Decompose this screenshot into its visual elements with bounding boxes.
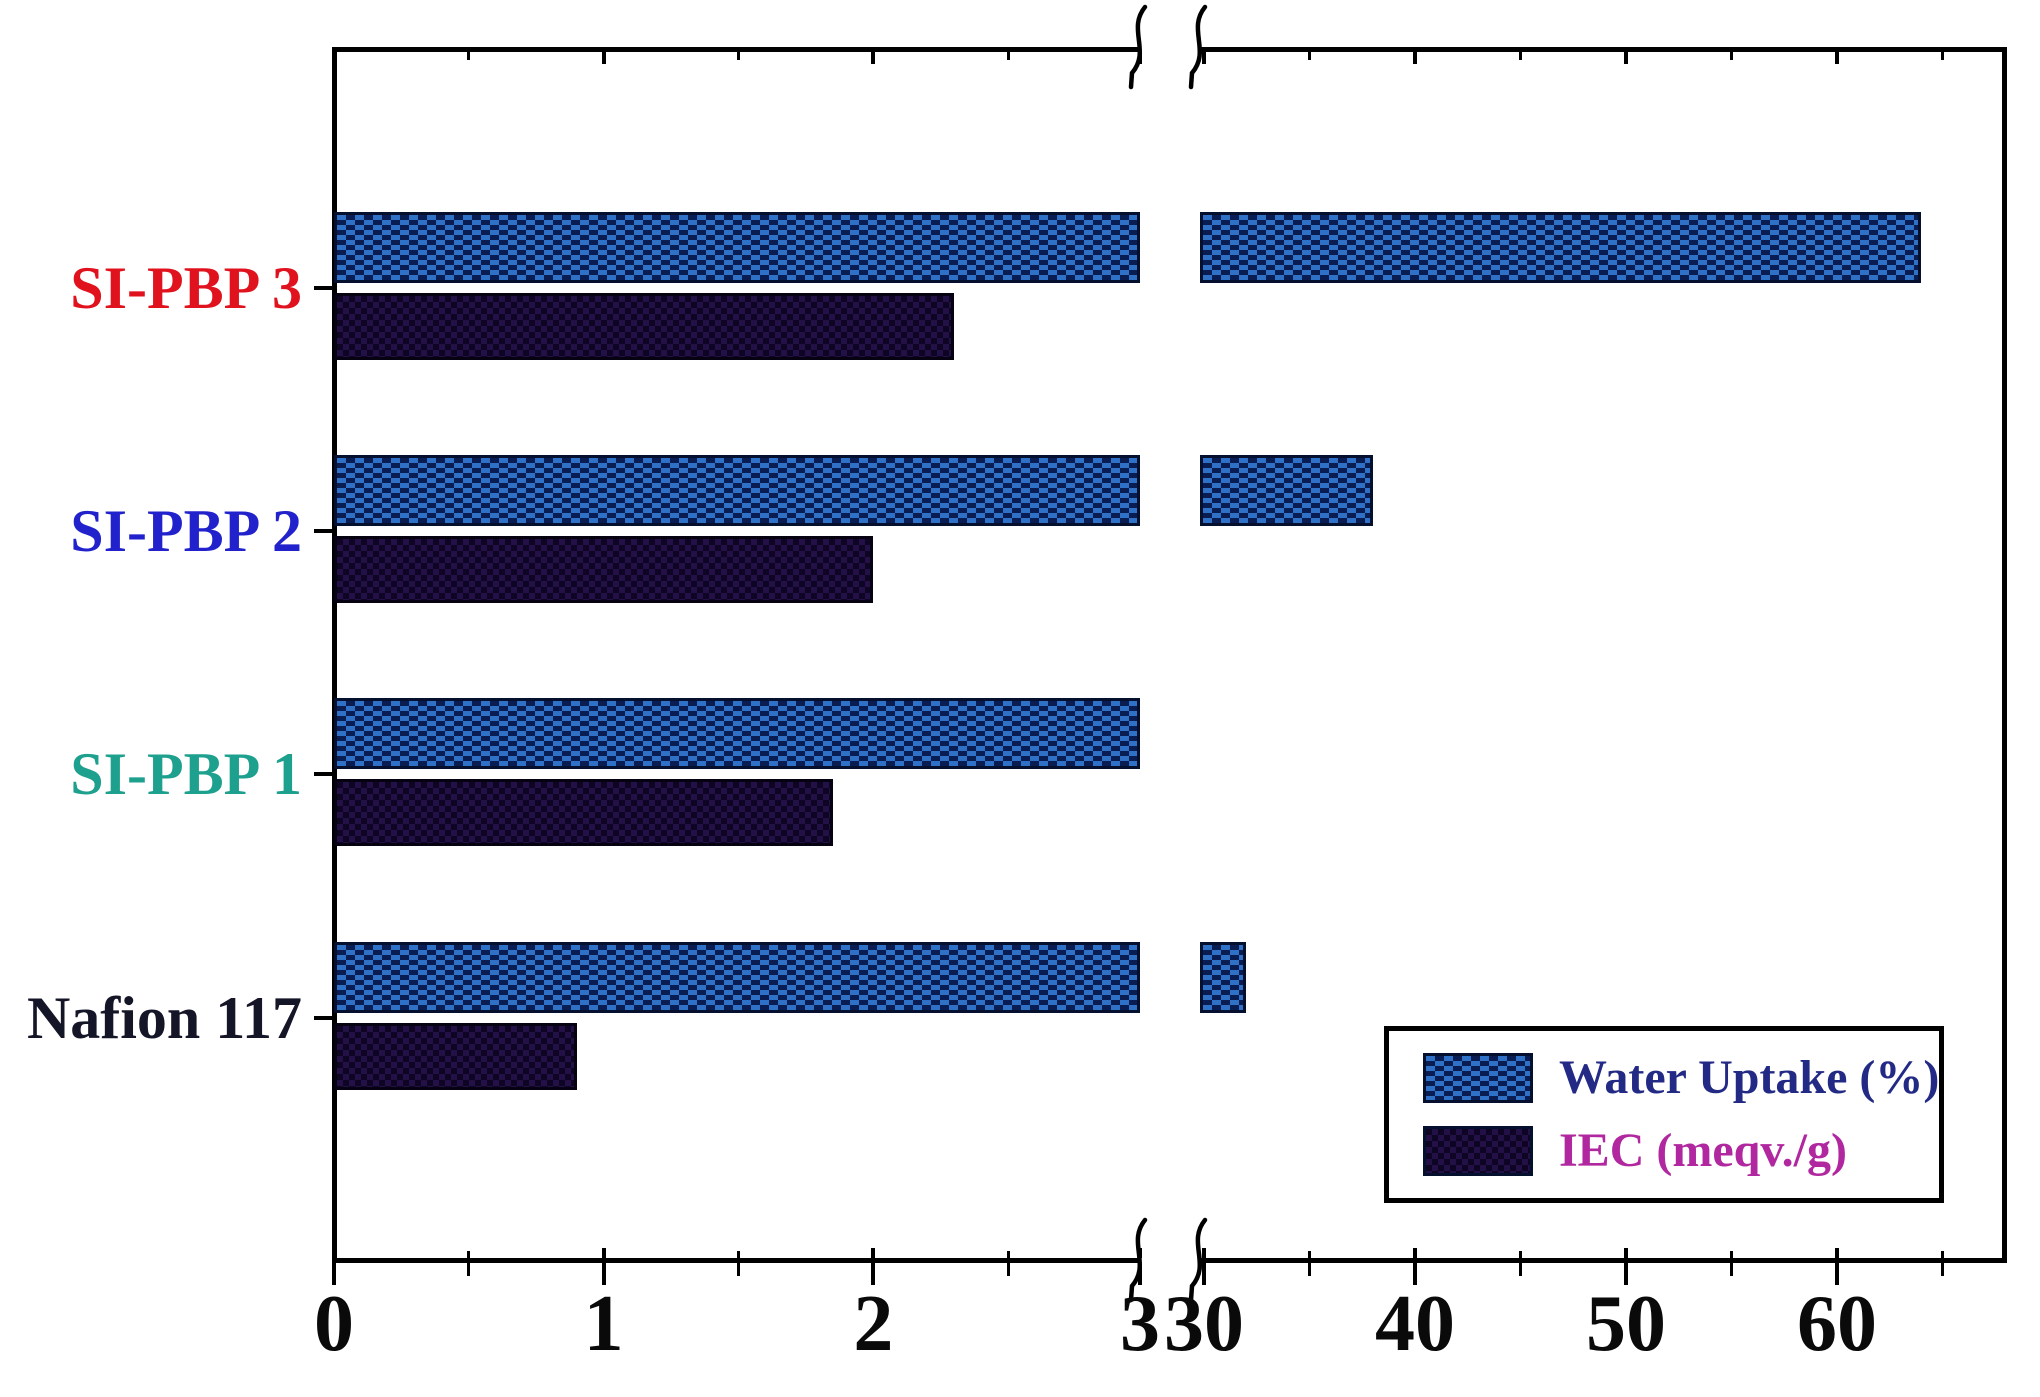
- bar-iec-si-pbp-2: [334, 536, 874, 603]
- category-label-si-pbp-3: SI-PBP 3: [70, 255, 302, 321]
- x-tick-label-40: 40: [1375, 1280, 1455, 1368]
- x-tick-minor: [1941, 1263, 1944, 1276]
- x-tick-minor: [1730, 1263, 1733, 1276]
- x-tick-inner: [1624, 1248, 1628, 1258]
- x-tick-major: [871, 1263, 876, 1285]
- x-tick-major: [1835, 1263, 1839, 1285]
- x-tick-inner: [1835, 1248, 1839, 1258]
- x-tick-label-1: 1: [583, 1280, 624, 1368]
- x-tick-top-inner: [467, 52, 471, 60]
- x-tick-minor: [467, 1263, 471, 1276]
- category-label-nafion-117: Nafion 117: [26, 985, 302, 1051]
- legend-label-iec: IEC (meqv./g): [1559, 1123, 1847, 1177]
- plot-right-border: [2002, 47, 2007, 1263]
- x-tick-top-inner: [737, 52, 740, 60]
- bar-water-uptake-si-pbp-3-left: [334, 212, 1140, 283]
- x-tick-top-inner: [1202, 52, 1206, 64]
- top-border-left-segment: [334, 47, 1140, 52]
- legend-swatch-iec: [1423, 1125, 1533, 1176]
- x-tick-top-inner: [1941, 52, 1944, 60]
- x-tick-inner: [467, 1251, 471, 1258]
- category-label-si-pbp-1: SI-PBP 1: [70, 741, 302, 807]
- x-tick-label-2: 2: [853, 1280, 894, 1368]
- y-tick-si-pbp-3: [314, 286, 334, 290]
- bar-water-uptake-si-pbp-2-right: [1200, 455, 1373, 526]
- x-tick-top-inner: [1730, 52, 1733, 60]
- x-tick-inner: [1730, 1251, 1733, 1258]
- y-tick-nafion-117: [314, 1016, 334, 1020]
- x-tick-inner: [1413, 1248, 1417, 1258]
- x-tick-inner: [1006, 1251, 1010, 1258]
- y-tick-si-pbp-1: [314, 772, 334, 776]
- x-tick-minor: [1006, 1263, 1010, 1276]
- legend-label-water-uptake: Water Uptake (%): [1559, 1051, 1940, 1105]
- x-tick-inner: [1138, 1248, 1142, 1258]
- x-tick-label-3: 3: [1120, 1280, 1160, 1368]
- x-tick-top-inner: [1413, 52, 1417, 64]
- bar-water-uptake-si-pbp-2-left: [334, 455, 1140, 526]
- x-axis-right-segment: [1200, 1258, 2007, 1263]
- x-tick-inner: [737, 1251, 740, 1258]
- x-tick-inner: [601, 1248, 606, 1258]
- x-tick-major: [1202, 1263, 1206, 1285]
- bar-water-uptake-nafion-117-right: [1200, 942, 1247, 1013]
- x-tick-minor: [1308, 1263, 1311, 1276]
- x-tick-top-inner: [1519, 52, 1522, 60]
- x-tick-label-0: 0: [314, 1280, 354, 1368]
- x-tick-major: [1413, 1263, 1417, 1285]
- x-tick-inner: [1202, 1248, 1206, 1258]
- axis-break-icon: [1188, 1217, 1208, 1303]
- x-tick-inner: [1308, 1251, 1311, 1258]
- x-axis-left-segment: [334, 1258, 1140, 1263]
- bar-water-uptake-si-pbp-3-right: [1200, 212, 1922, 283]
- x-tick-major: [1624, 1263, 1628, 1285]
- x-tick-inner: [871, 1248, 876, 1258]
- top-border-right-segment: [1200, 47, 2007, 52]
- x-tick-major: [332, 1263, 336, 1285]
- x-tick-top-inner: [1006, 52, 1010, 60]
- x-tick-inner: [1941, 1251, 1944, 1258]
- bar-iec-si-pbp-1: [334, 779, 833, 846]
- axis-break-icon: [1128, 4, 1148, 90]
- legend: Water Uptake (%) IEC (meqv./g): [1384, 1026, 1944, 1203]
- bar-iec-si-pbp-3: [334, 293, 955, 360]
- bar-iec-nafion-117: [334, 1023, 577, 1090]
- axis-break-icon: [1188, 4, 1208, 90]
- x-tick-inner: [332, 1248, 336, 1258]
- x-tick-label-60: 60: [1797, 1280, 1877, 1368]
- y-tick-si-pbp-2: [314, 529, 334, 533]
- x-tick-major: [1138, 1263, 1142, 1285]
- legend-item-iec: IEC (meqv./g): [1423, 1123, 1939, 1177]
- x-tick-minor: [1519, 1263, 1522, 1276]
- x-tick-minor: [737, 1263, 740, 1276]
- bar-water-uptake-nafion-117-left: [334, 942, 1140, 1013]
- x-tick-top-inner: [1624, 52, 1628, 64]
- x-tick-top-inner: [1138, 52, 1142, 64]
- x-tick-top-inner: [1308, 52, 1311, 60]
- x-tick-inner: [1519, 1251, 1522, 1258]
- x-tick-top-inner: [332, 52, 336, 64]
- x-tick-top-inner: [1835, 52, 1839, 64]
- x-tick-top-inner: [601, 52, 606, 64]
- bar-water-uptake-si-pbp-1-left: [334, 698, 1140, 769]
- x-tick-label-50: 50: [1586, 1280, 1666, 1368]
- legend-swatch-water-uptake: [1423, 1053, 1533, 1104]
- x-tick-top-inner: [871, 52, 876, 64]
- y-axis-line: [332, 47, 337, 1263]
- legend-item-water-uptake: Water Uptake (%): [1423, 1051, 1940, 1105]
- x-tick-major: [601, 1263, 606, 1285]
- x-tick-label-30: 30: [1164, 1280, 1244, 1368]
- category-label-si-pbp-2: SI-PBP 2: [70, 498, 302, 564]
